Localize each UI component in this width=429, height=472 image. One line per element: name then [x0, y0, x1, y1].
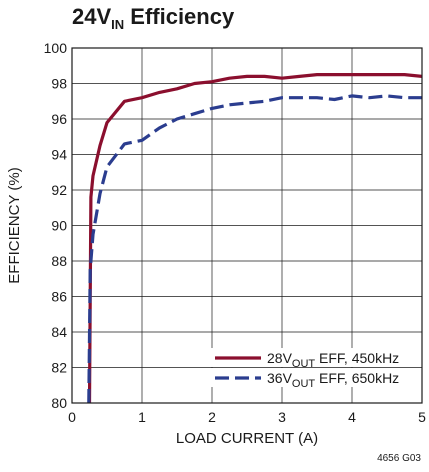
series-line-2	[87, 94, 422, 403]
y-tick-label: 84	[51, 324, 67, 340]
x-tick-label: 4	[348, 409, 356, 425]
y-tick-label: 98	[51, 76, 67, 92]
x-tick-label: 0	[68, 409, 76, 425]
series-group	[87, 73, 422, 403]
y-tick-label: 96	[51, 111, 67, 127]
figure-code: 4656 G03	[377, 453, 421, 464]
y-tick-labels: 80 82 84 86 88 90 92 94 96 98 100	[44, 40, 68, 411]
y-tick-label: 94	[51, 147, 67, 163]
y-tick-label: 86	[51, 289, 67, 305]
legend-bg	[211, 368, 419, 387]
y-axis-label: EFFICIENCY (%)	[6, 167, 23, 283]
legend-bg	[211, 348, 419, 367]
y-tick-label: 80	[51, 395, 67, 411]
chart-title: 24VIN Efficiency	[72, 4, 235, 32]
x-tick-label: 5	[418, 409, 426, 425]
y-tick-label: 88	[51, 253, 67, 269]
y-tick-label: 82	[51, 360, 67, 376]
legend-label: 36VOUT EFF, 650kHz	[267, 370, 399, 390]
grid	[72, 48, 422, 403]
y-tick-label: 92	[51, 182, 67, 198]
legend-label: 28VOUT EFF, 450kHz	[267, 350, 399, 370]
x-tick-label: 2	[208, 409, 216, 425]
y-tick-label: 100	[44, 40, 68, 56]
x-tick-labels: 0 1 2 3 4 5	[68, 409, 426, 425]
series-line-1	[87, 73, 422, 403]
y-tick-label: 90	[51, 218, 67, 234]
plot-frame	[71, 47, 423, 404]
x-axis-label: LOAD CURRENT (A)	[176, 430, 318, 447]
x-tick-label: 3	[278, 409, 286, 425]
x-tick-label: 1	[138, 409, 146, 425]
